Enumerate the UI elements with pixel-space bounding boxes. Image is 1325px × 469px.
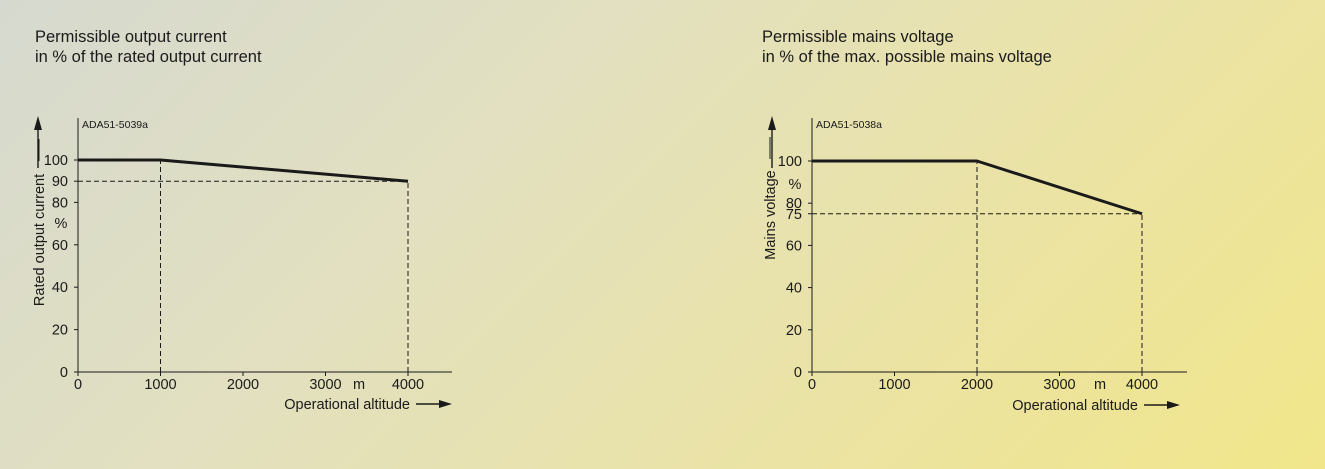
- x-axis-label: Operational altitude: [1012, 398, 1138, 414]
- x-unit-label: m: [1094, 377, 1106, 393]
- y-tick-label: 40: [52, 280, 68, 296]
- x-tick-label: 3000: [309, 377, 341, 393]
- x-tick-label: 0: [808, 377, 816, 393]
- right-panel-title: Permissible mains voltage in % of the ma…: [762, 27, 1052, 67]
- y-tick-label: 20: [786, 323, 802, 339]
- y-axis-label: Rated output current: [32, 174, 48, 306]
- y-arrow-head: [34, 116, 42, 130]
- right-title-line-1: Permissible mains voltage: [762, 28, 954, 46]
- left-panel-title: Permissible output current in % of the r…: [35, 27, 262, 67]
- y-arrow-head: [768, 116, 776, 130]
- series-line: [812, 159, 1143, 216]
- left-title-line-1: Permissible output current: [35, 28, 227, 46]
- x-tick-label: 2000: [227, 377, 259, 393]
- series-line: [78, 158, 409, 183]
- y-unit-label: %: [55, 216, 68, 232]
- y-tick-label: 20: [52, 323, 68, 339]
- right-title-line-2: in % of the max. possible mains voltage: [762, 48, 1052, 66]
- y-tick-label: 100: [778, 154, 802, 170]
- y-tick-label: 80: [786, 196, 802, 212]
- y-tick-label: 60: [52, 238, 68, 254]
- x-arrow-head: [439, 400, 452, 408]
- y-tick-label: 60: [786, 238, 802, 254]
- y-tick-label: 80: [52, 195, 68, 211]
- x-tick-label: 0: [74, 377, 82, 393]
- x-tick-label: 1000: [144, 377, 176, 393]
- x-tick-label: 1000: [878, 377, 910, 393]
- x-tick-label: 3000: [1043, 377, 1075, 393]
- x-tick-label: 4000: [1126, 377, 1158, 393]
- x-unit-label: m: [353, 377, 365, 393]
- y-unit-label: %: [789, 177, 802, 193]
- y-tick-label: 100: [44, 153, 68, 169]
- left-title-line-2: in % of the rated output current: [35, 48, 262, 66]
- y-axis-label: Mains voltage: [763, 170, 779, 259]
- y-tick-label: 0: [60, 365, 68, 381]
- y-tick-label: 90: [52, 174, 68, 190]
- chart-code: ADA51-5039a: [82, 119, 148, 131]
- x-tick-label: 2000: [961, 377, 993, 393]
- y-tick-label: 0: [794, 365, 802, 381]
- x-tick-label: 4000: [392, 377, 424, 393]
- y-tick-label: 40: [786, 281, 802, 297]
- x-arrow-head: [1167, 401, 1180, 409]
- x-axis-label: Operational altitude: [284, 397, 410, 413]
- y-tick-label: 75: [786, 207, 802, 223]
- chart-code: ADA51-5038a: [816, 119, 882, 131]
